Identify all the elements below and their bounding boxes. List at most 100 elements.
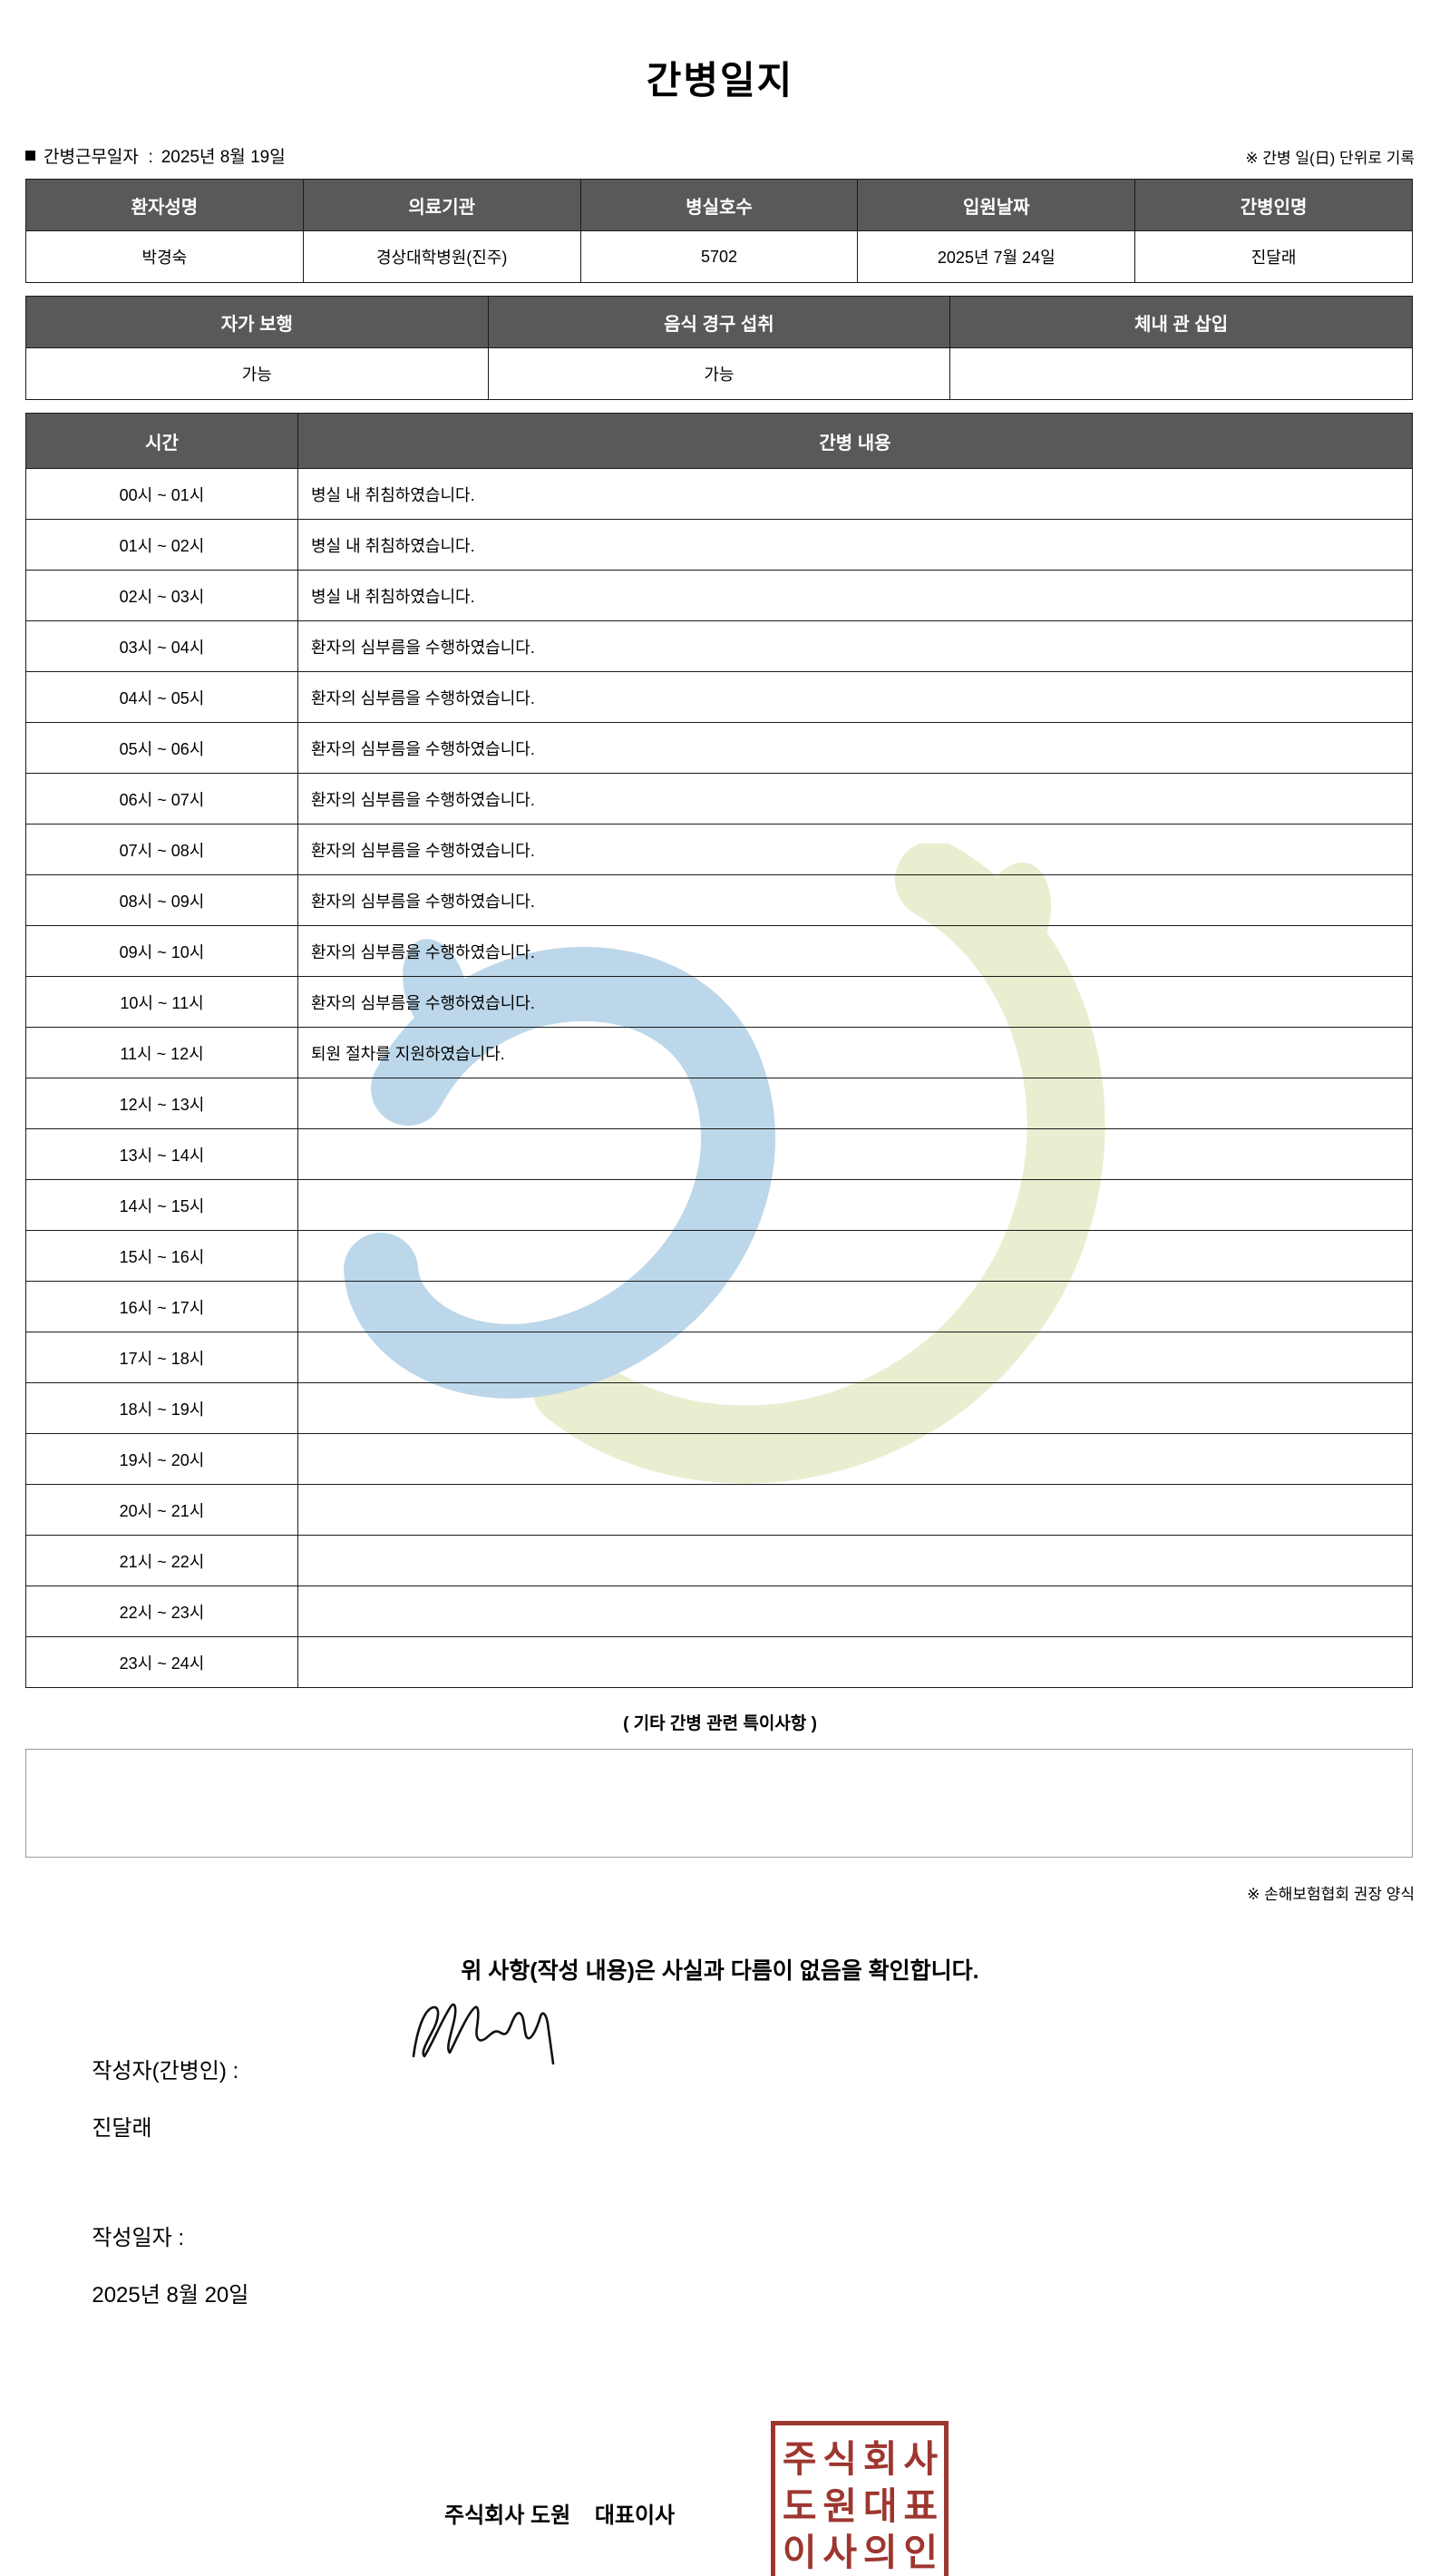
value-admission-date: 2025년 7월 24일 — [857, 230, 1136, 283]
work-date-value: 2025년 8월 19일 — [161, 148, 286, 167]
table-row: 박경숙 경상대학병원(진주) 5702 2025년 7월 24일 진달래 — [25, 230, 1413, 283]
value-caregiver-name: 진달래 — [1134, 230, 1413, 283]
seal-character: 회 — [862, 2437, 898, 2480]
patient-info-table: 환자성명 의료기관 병실호수 입원날짜 간병인명 박경숙 경상대학병원(진주) … — [25, 179, 1413, 283]
value-tube-insertion — [949, 347, 1413, 400]
schedule-time-cell: 06시 ~ 07시 — [25, 773, 298, 825]
seal-character: 주 — [782, 2437, 817, 2480]
table-row: 가능 가능 — [25, 347, 1413, 400]
care-schedule-table: 시간 간병 내용 00시 ~ 01시 병실 내 취침하였습니다. 01시 ~ 02시… — [25, 413, 1413, 1688]
schedule-time-cell: 21시 ~ 22시 — [25, 1535, 298, 1586]
schedule-time-cell: 11시 ~ 12시 — [25, 1027, 298, 1078]
schedule-content-cell[interactable] — [297, 1382, 1413, 1434]
schedule-content-cell[interactable]: 환자의 심부름을 수행하였습니다. — [297, 824, 1413, 875]
schedule-content-cell[interactable]: 환자의 심부름을 수행하였습니다. — [297, 874, 1413, 926]
schedule-row: 11시 ~ 12시 퇴원 절차를 지원하였습니다. — [25, 1027, 1413, 1078]
schedule-content-cell[interactable]: 환자의 심부름을 수행하였습니다. — [297, 976, 1413, 1028]
written-date-line: 작성일자 : 2025년 8월 20일 — [44, 2194, 1440, 2334]
schedule-content-cell[interactable]: 환자의 심부름을 수행하였습니다. — [297, 722, 1413, 774]
schedule-row: 20시 ~ 21시 — [25, 1484, 1413, 1536]
schedule-content-cell[interactable]: 환자의 심부름을 수행하였습니다. — [297, 773, 1413, 825]
schedule-content-cell[interactable] — [297, 1128, 1413, 1180]
seal-character: 이 — [782, 2532, 817, 2574]
schedule-row: 03시 ~ 04시 환자의 심부름을 수행하였습니다. — [25, 620, 1413, 672]
schedule-row: 13시 ~ 14시 — [25, 1128, 1413, 1180]
schedule-row: 02시 ~ 03시 병실 내 취침하였습니다. — [25, 570, 1413, 621]
schedule-time-cell: 17시 ~ 18시 — [25, 1332, 298, 1383]
handwritten-signature-icon — [404, 1993, 568, 2065]
signature-block: 작성자(간병인) : 진달래 작성일자 : 2025년 8월 20일 — [44, 2003, 1440, 2334]
schedule-row: 19시 ~ 20시 — [25, 1433, 1413, 1485]
schedule-time-cell: 05시 ~ 06시 — [25, 722, 298, 774]
schedule-time-cell: 09시 ~ 10시 — [25, 925, 298, 977]
work-date-group: 간병근무일자 : 2025년 8월 19일 — [25, 143, 286, 168]
schedule-row: 10시 ~ 11시 환자의 심부름을 수행하였습니다. — [25, 976, 1413, 1028]
work-date-label: 간병근무일자 : — [44, 148, 153, 167]
table-spacer — [0, 283, 1440, 296]
value-room-number: 5702 — [579, 230, 859, 283]
column-header-care-content: 간병 내용 — [297, 413, 1413, 469]
company-representative-line: 주식회사 도원 대표이사 — [444, 2503, 676, 2528]
schedule-content-cell[interactable]: 병실 내 취침하였습니다. — [297, 519, 1413, 571]
schedule-time-cell: 07시 ~ 08시 — [25, 824, 298, 875]
schedule-row: 22시 ~ 23시 — [25, 1586, 1413, 1637]
column-header-admission-date: 입원날짜 — [857, 179, 1136, 231]
schedule-content-cell[interactable]: 환자의 심부름을 수행하였습니다. — [297, 671, 1413, 723]
schedule-time-cell: 02시 ~ 03시 — [25, 570, 298, 621]
notes-box[interactable] — [25, 1749, 1413, 1858]
schedule-row: 06시 ~ 07시 환자의 심부름을 수행하였습니다. — [25, 773, 1413, 825]
seal-character: 의 — [862, 2532, 898, 2574]
schedule-time-cell: 08시 ~ 09시 — [25, 874, 298, 926]
schedule-content-cell[interactable]: 병실 내 취침하였습니다. — [297, 570, 1413, 621]
schedule-row: 00시 ~ 01시 병실 내 취침하였습니다. — [25, 468, 1413, 520]
column-header-self-walking: 자가 보행 — [25, 296, 489, 348]
table-header-row: 시간 간병 내용 — [25, 413, 1413, 469]
schedule-row: 12시 ~ 13시 — [25, 1078, 1413, 1129]
page-title: 간병일지 — [646, 59, 794, 102]
author-line: 작성자(간병인) : 진달래 — [44, 2027, 1440, 2167]
written-date-label: 작성일자 : — [92, 2226, 184, 2250]
column-header-room-number: 병실호수 — [579, 179, 859, 231]
schedule-content-cell[interactable] — [297, 1484, 1413, 1536]
value-self-walking: 가능 — [25, 347, 489, 400]
notes-caption: ( 기타 간병 관련 특이사항 ) — [623, 1714, 817, 1733]
schedule-content-cell[interactable] — [297, 1535, 1413, 1586]
schedule-content-cell[interactable]: 환자의 심부름을 수행하였습니다. — [297, 620, 1413, 672]
schedule-time-cell: 00시 ~ 01시 — [25, 468, 298, 520]
schedule-row: 15시 ~ 16시 — [25, 1230, 1413, 1282]
seal-character: 표 — [903, 2484, 938, 2527]
schedule-content-cell[interactable] — [297, 1636, 1413, 1688]
schedule-content-cell[interactable] — [297, 1230, 1413, 1282]
schedule-time-cell: 10시 ~ 11시 — [25, 976, 298, 1028]
seal-character: 도 — [782, 2484, 817, 2527]
column-header-caregiver-name: 간병인명 — [1134, 179, 1413, 231]
schedule-content-cell[interactable] — [297, 1433, 1413, 1485]
author-label: 작성자(간병인) : — [92, 2059, 239, 2083]
form-source-note: ※ 손해보험협회 권장 양식 — [1247, 1886, 1415, 1903]
bullet-square-icon — [25, 150, 35, 161]
schedule-content-cell[interactable] — [297, 1332, 1413, 1383]
schedule-content-cell[interactable]: 병실 내 취침하였습니다. — [297, 468, 1413, 520]
schedule-time-cell: 16시 ~ 17시 — [25, 1281, 298, 1332]
value-oral-intake: 가능 — [487, 347, 951, 400]
schedule-content-cell[interactable]: 환자의 심부름을 수행하였습니다. — [297, 925, 1413, 977]
seal-character: 사 — [903, 2437, 938, 2480]
column-header-oral-intake: 음식 경구 섭취 — [487, 296, 951, 348]
table-spacer — [0, 400, 1440, 413]
schedule-time-cell: 04시 ~ 05시 — [25, 671, 298, 723]
author-value: 진달래 — [92, 2116, 152, 2141]
schedule-content-cell[interactable] — [297, 1281, 1413, 1332]
schedule-time-cell: 14시 ~ 15시 — [25, 1179, 298, 1231]
schedule-content-cell[interactable] — [297, 1078, 1413, 1129]
schedule-time-cell: 01시 ~ 02시 — [25, 519, 298, 571]
column-header-patient-name: 환자성명 — [25, 179, 304, 231]
schedule-row: 05시 ~ 06시 환자의 심부름을 수행하였습니다. — [25, 722, 1413, 774]
schedule-content-cell[interactable]: 퇴원 절차를 지원하였습니다. — [297, 1027, 1413, 1078]
schedule-content-cell[interactable] — [297, 1179, 1413, 1231]
schedule-row: 18시 ~ 19시 — [25, 1382, 1413, 1434]
schedule-content-cell[interactable] — [297, 1586, 1413, 1637]
schedule-time-cell: 22시 ~ 23시 — [25, 1586, 298, 1637]
